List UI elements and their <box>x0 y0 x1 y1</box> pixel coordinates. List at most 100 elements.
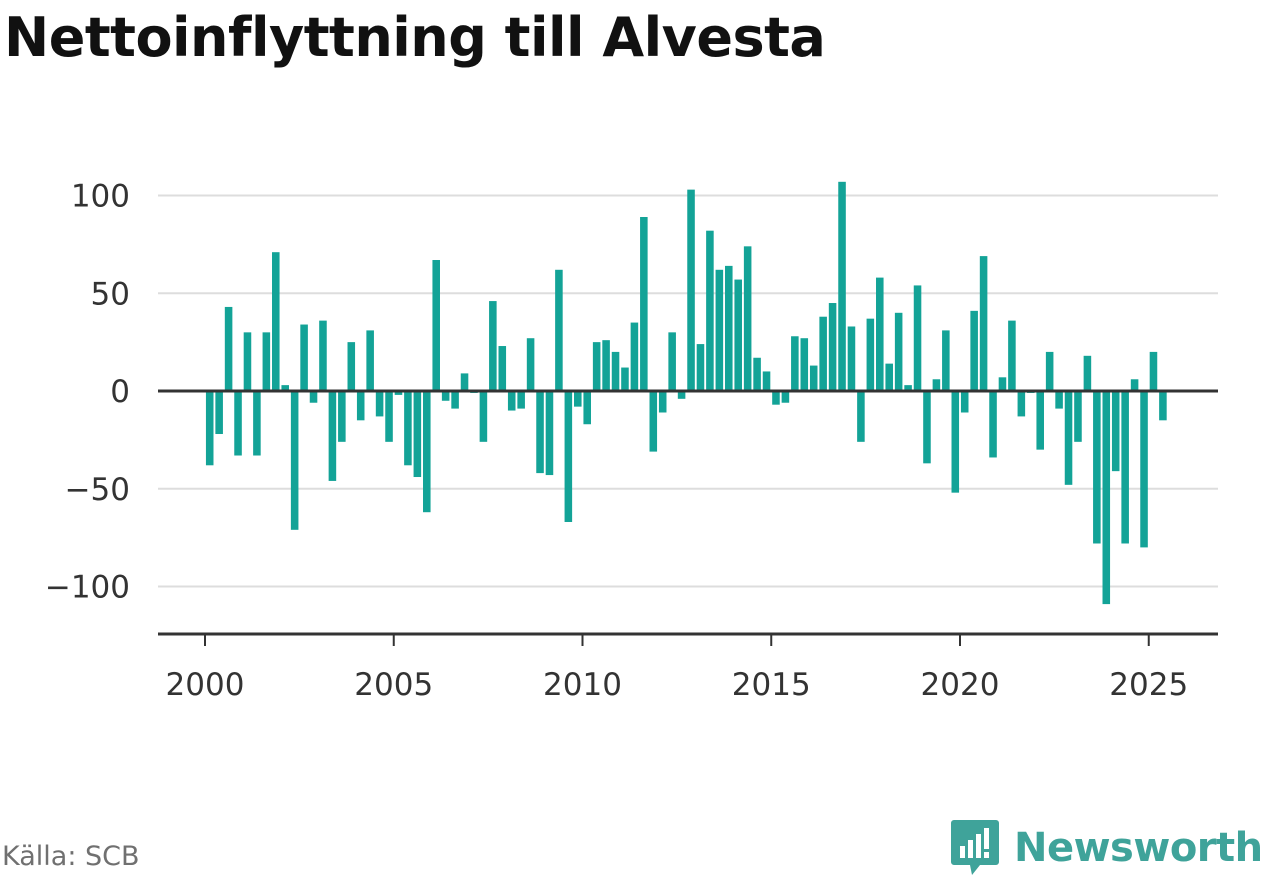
bar <box>1093 391 1101 544</box>
bar <box>1140 391 1148 548</box>
bar <box>998 377 1007 391</box>
bar <box>932 379 941 391</box>
bar <box>923 391 931 464</box>
bar <box>1045 351 1054 391</box>
bar <box>781 391 790 403</box>
bar <box>876 277 884 391</box>
bar <box>243 332 252 391</box>
bar <box>1064 391 1073 485</box>
bar <box>762 371 771 391</box>
x-tick-label: 2015 <box>732 667 811 703</box>
bar <box>602 340 610 391</box>
bar <box>904 385 912 391</box>
bar <box>706 230 714 391</box>
bar <box>347 342 356 392</box>
bar <box>224 306 233 391</box>
bar <box>847 326 856 391</box>
bar <box>507 391 516 411</box>
bar <box>989 391 997 458</box>
bar <box>375 391 384 417</box>
bar <box>753 357 761 391</box>
bars <box>205 181 1167 605</box>
bar <box>526 338 535 391</box>
y-tick-label: 0 <box>110 374 130 410</box>
bar <box>272 252 280 391</box>
bar <box>677 391 686 399</box>
bar <box>725 265 733 391</box>
bar <box>942 330 950 391</box>
bar <box>385 391 393 442</box>
bar <box>913 285 922 391</box>
bar <box>423 391 431 513</box>
bar <box>205 391 214 466</box>
bar <box>894 312 903 391</box>
bar <box>979 256 988 391</box>
bar <box>460 373 469 391</box>
bar <box>715 269 724 391</box>
bar <box>640 217 648 391</box>
bar <box>630 322 639 391</box>
bar <box>696 344 705 391</box>
bar <box>413 391 422 478</box>
bar <box>687 189 695 391</box>
bar <box>545 391 554 476</box>
bar <box>800 338 809 391</box>
bar <box>649 391 658 452</box>
bar <box>498 346 507 391</box>
bar <box>215 391 223 435</box>
bar <box>970 310 978 391</box>
bar <box>479 391 488 442</box>
bar <box>1102 391 1111 605</box>
bar <box>743 246 752 391</box>
bar <box>253 391 261 456</box>
y-tick-label: 100 <box>71 179 130 215</box>
bar <box>394 391 403 395</box>
bar <box>592 342 601 392</box>
bar <box>432 260 440 391</box>
bar <box>1055 391 1063 409</box>
bar <box>611 351 620 391</box>
bar <box>262 332 271 391</box>
bar <box>300 324 308 391</box>
bar <box>1159 391 1167 421</box>
bar <box>1149 351 1158 391</box>
bar <box>1074 391 1082 442</box>
bar <box>583 391 591 425</box>
bar <box>338 391 346 442</box>
bar <box>1017 391 1026 417</box>
axes <box>158 389 1218 646</box>
bar <box>960 391 969 413</box>
bar <box>555 269 563 391</box>
bar <box>290 391 299 530</box>
bar <box>1008 320 1016 391</box>
bar <box>356 391 365 421</box>
tick-labels: 100 50 0 −50 −100 2000 2005 2010 2015 2020 2025 <box>45 179 1188 704</box>
bar <box>1111 391 1120 472</box>
bar <box>668 332 676 391</box>
source-note: Källa: SCB <box>2 841 140 872</box>
x-tick-label: 2010 <box>543 667 622 703</box>
brand-name: Newsworthy <box>1014 825 1262 871</box>
y-tick-label: −50 <box>65 472 130 508</box>
bar <box>658 391 667 413</box>
bar <box>621 367 629 391</box>
bar <box>838 181 846 391</box>
bar <box>489 301 497 391</box>
bar <box>574 391 582 407</box>
brand-logo: Newsworthy <box>950 818 1262 878</box>
bar <box>319 320 327 391</box>
bar <box>564 391 573 522</box>
bar <box>404 391 412 466</box>
bar <box>857 391 865 442</box>
bar <box>517 391 525 409</box>
bar <box>791 336 799 391</box>
bar <box>536 391 544 474</box>
bar <box>309 391 318 403</box>
bar <box>234 391 242 456</box>
bar <box>328 391 337 481</box>
bar <box>772 391 780 405</box>
bar <box>866 318 875 391</box>
newsworthy-logo-icon <box>951 820 999 875</box>
bar <box>951 391 960 493</box>
